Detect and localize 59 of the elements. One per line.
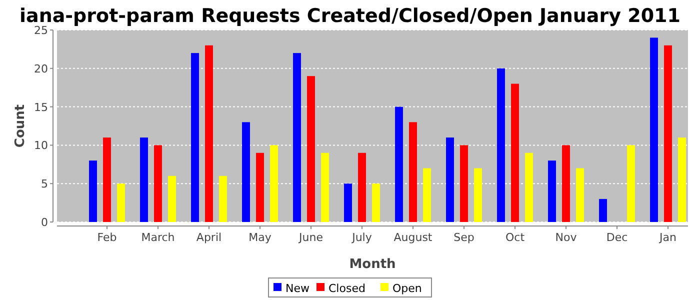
bar <box>219 176 227 222</box>
x-tick-label: August <box>394 231 433 244</box>
y-tick-label: 0 <box>41 216 48 229</box>
y-tick-label: 25 <box>34 24 48 37</box>
x-tick-label: Sep <box>454 231 474 244</box>
y-tick-label: 15 <box>34 100 48 114</box>
x-tick-label: Oct <box>505 231 526 244</box>
bar <box>358 152 366 222</box>
bar <box>474 168 482 222</box>
bar <box>627 145 635 222</box>
legend-label: New <box>286 282 310 295</box>
bar <box>321 152 329 222</box>
y-tick-label: 20 <box>34 62 48 76</box>
bar <box>191 53 199 222</box>
bar <box>678 138 686 222</box>
bar <box>270 145 278 222</box>
x-tick-label: May <box>248 231 272 244</box>
bar <box>562 145 570 222</box>
x-tick-label: Jan <box>658 231 676 244</box>
x-tick-label: March <box>141 231 175 244</box>
bar <box>664 45 672 222</box>
bar <box>293 53 301 222</box>
bar <box>423 168 431 222</box>
bar <box>140 138 148 222</box>
bar <box>460 145 468 222</box>
bar <box>395 106 403 222</box>
legend-label: Closed <box>328 282 366 295</box>
bar <box>103 138 111 222</box>
bar <box>344 184 352 222</box>
y-tick-label: 10 <box>34 139 48 152</box>
bar <box>307 76 315 222</box>
bar <box>599 198 607 222</box>
bar <box>372 184 380 222</box>
bar <box>154 145 162 222</box>
bar <box>548 160 556 222</box>
bar <box>409 122 417 222</box>
bar <box>242 122 250 222</box>
bar <box>168 176 176 222</box>
legend-label: Open <box>392 282 422 295</box>
x-axis-title: Month <box>349 257 396 272</box>
bar <box>511 84 519 222</box>
chart-title: iana-prot-param Requests Created/Closed/Open January 2011 <box>19 5 681 27</box>
x-tick-label: Feb <box>97 231 117 244</box>
bar <box>525 152 533 222</box>
x-tick-label: June <box>298 231 324 244</box>
bar <box>117 184 125 222</box>
x-tick-label: Dec <box>606 231 628 244</box>
bar <box>89 160 97 222</box>
y-axis-title: Count <box>13 104 28 148</box>
x-tick-label: Nov <box>555 231 578 244</box>
x-tick-label: April <box>196 231 222 244</box>
bar <box>650 38 658 222</box>
bar <box>256 152 264 222</box>
y-tick-label: 5 <box>41 178 48 191</box>
bar <box>446 138 454 222</box>
bar <box>497 68 505 222</box>
bar <box>205 45 213 222</box>
x-tick-label: July <box>351 231 372 244</box>
bar <box>576 168 584 222</box>
